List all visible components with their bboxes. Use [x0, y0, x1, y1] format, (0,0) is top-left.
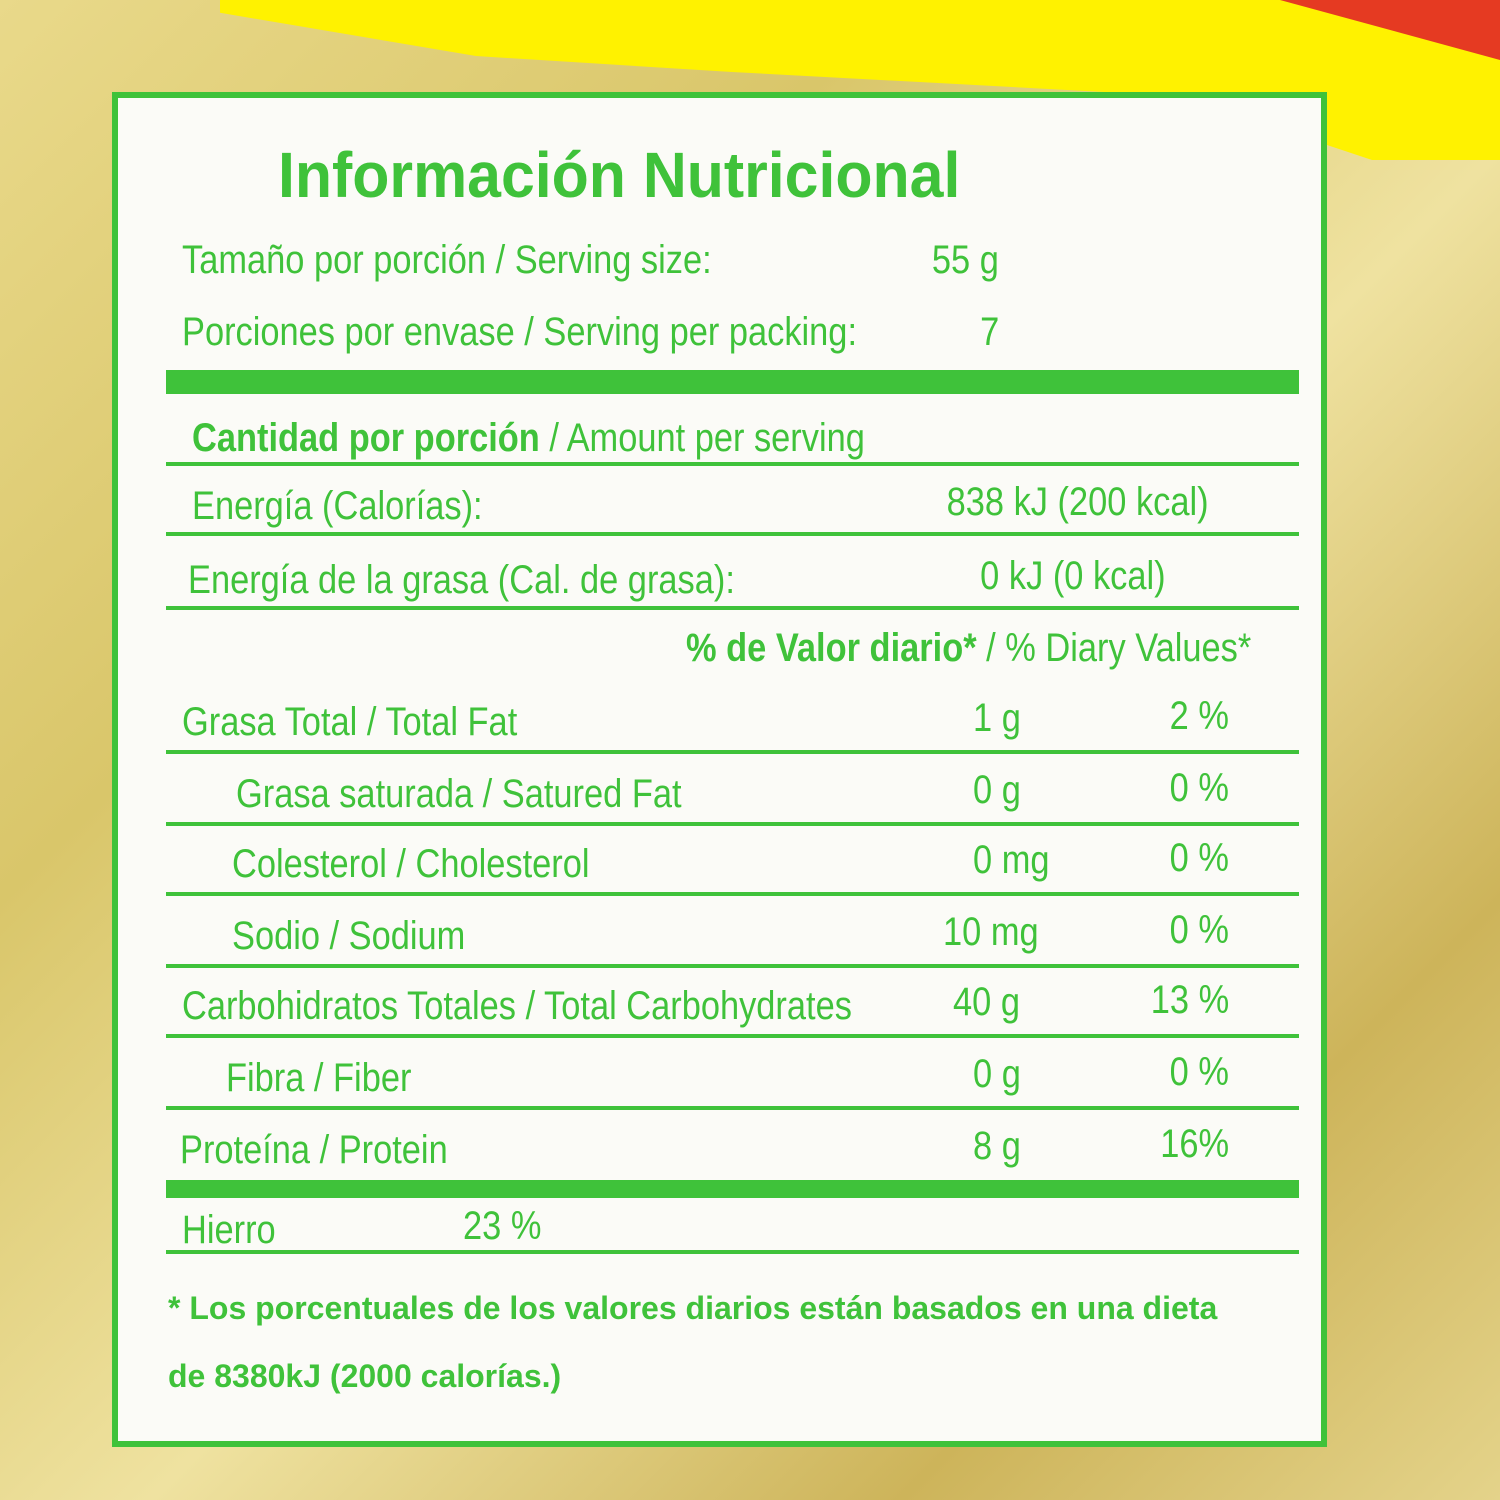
energy-value: 838 kJ (200 kcal) [947, 480, 1209, 524]
nutrient-label: Fibra / Fiber [226, 1056, 412, 1100]
iron-label: Hierro [182, 1208, 276, 1252]
nutrient-daily-value: 0 % [1169, 908, 1229, 952]
nutrient-label: Sodio / Sodium [232, 914, 466, 958]
nutrient-label: Grasa Total / Total Fat [182, 700, 518, 744]
servings-per-label: Porciones por envase / Serving per packi… [182, 310, 858, 354]
dv-header-rest: / % Diary Values* [976, 626, 1251, 670]
nutrient-label: Grasa saturada / Satured Fat [236, 772, 682, 816]
divider [166, 1106, 1299, 1110]
nutrient-label: Carbohidratos Totales / Total Carbohydra… [182, 984, 852, 1028]
nutrient-daily-value: 0 % [1169, 1050, 1229, 1094]
nutrient-daily-value: 13 % [1150, 978, 1229, 1022]
amount-header-bold: Cantidad por porción [192, 416, 540, 460]
divider [166, 606, 1299, 610]
nutrient-amount: 1 g [973, 696, 1021, 740]
nutrient-daily-value: 0 % [1169, 836, 1229, 880]
dv-header: % de Valor diario* / % Diary Values* [686, 626, 1251, 671]
serving-size-value: 55 g [932, 238, 999, 282]
divider-thick [166, 370, 1299, 394]
nutrient-amount: 0 g [973, 1052, 1021, 1096]
nutrient-daily-value: 16% [1160, 1122, 1229, 1166]
nutrient-amount: 0 mg [973, 838, 1050, 882]
fat-energy-value: 0 kJ (0 kcal) [980, 554, 1166, 598]
divider [166, 1250, 1299, 1254]
nutrient-amount: 40 g [953, 980, 1020, 1024]
divider-thick [166, 1180, 1299, 1198]
nutrient-amount: 0 g [973, 768, 1021, 812]
divider [166, 462, 1299, 466]
label-title: Información Nutricional [278, 139, 961, 211]
nutrient-amount: 8 g [973, 1124, 1021, 1168]
dv-header-bold: % de Valor diario* [685, 626, 977, 670]
serving-size-label: Tamaño por porción / Serving size: [182, 238, 712, 282]
servings-per-value: 7 [979, 310, 999, 354]
divider [166, 750, 1299, 754]
divider [166, 822, 1299, 826]
fat-energy-label: Energía de la grasa (Cal. de grasa): [188, 558, 735, 602]
iron-value: 23 % [463, 1204, 542, 1248]
nutrient-daily-value: 0 % [1169, 766, 1229, 810]
footnote-line-2: de 8380kJ (2000 calorías.) [168, 1358, 562, 1394]
nutrient-daily-value: 2 % [1169, 694, 1229, 738]
divider [166, 964, 1299, 968]
nutrient-amount: 10 mg [943, 910, 1039, 954]
divider [166, 1034, 1299, 1038]
nutrition-label: Información Nutricional Tamaño por porci… [112, 92, 1327, 1447]
nutrient-label: Colesterol / Cholesterol [232, 842, 590, 886]
energy-label: Energía (Calorías): [192, 484, 483, 528]
amount-header-rest: / Amount per serving [539, 416, 865, 460]
divider [166, 532, 1299, 536]
amount-header: Cantidad por porción / Amount per servin… [192, 416, 865, 461]
nutrient-label: Proteína / Protein [180, 1128, 448, 1172]
divider [166, 892, 1299, 896]
footnote-line-1: * Los porcentuales de los valores diario… [168, 1290, 1218, 1326]
